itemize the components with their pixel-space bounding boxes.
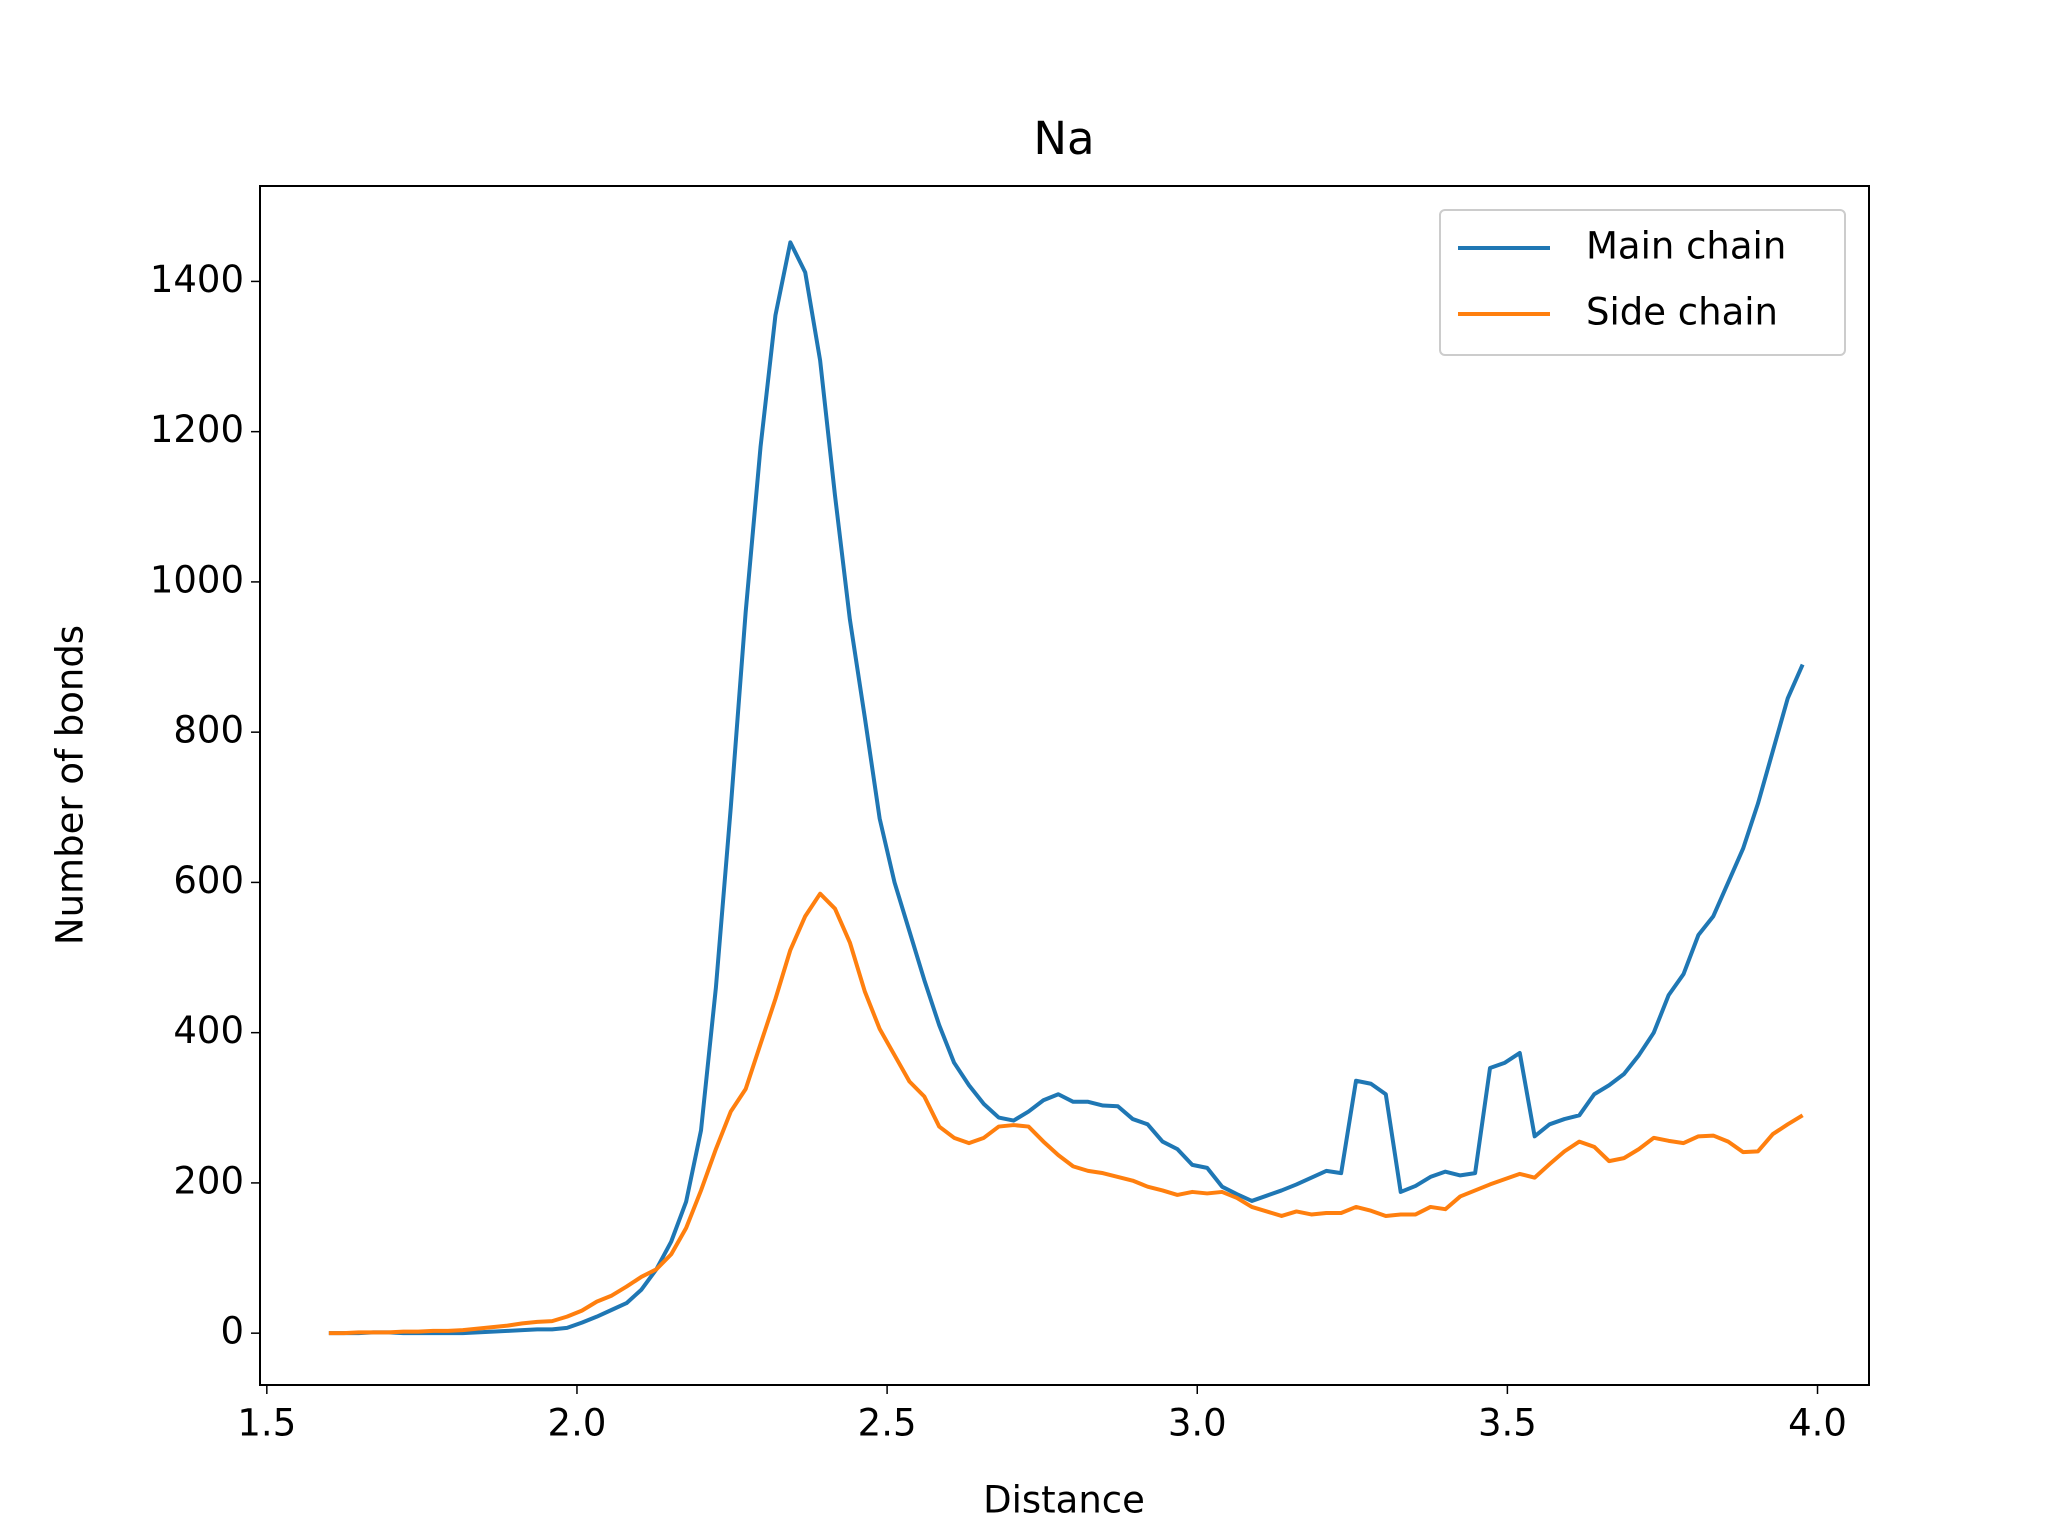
y-tick-label: 200 [173, 1159, 244, 1202]
y-axis-label: Number of bonds [49, 625, 92, 945]
x-axis-label: Distance [983, 1479, 1145, 1522]
legend-label: Side chain [1586, 291, 1778, 334]
y-tick-label: 800 [173, 709, 244, 752]
y-tick-label: 1200 [150, 408, 244, 451]
y-tick-label: 600 [173, 859, 244, 902]
chart-title: Na [1033, 112, 1094, 165]
x-tick-label: 2.0 [548, 1402, 607, 1445]
series-line [328, 891, 1804, 1336]
y-tick-label: 1000 [150, 558, 244, 601]
series-line [328, 240, 1805, 1336]
plot-frame [259, 185, 1870, 1386]
x-tick-label: 4.0 [1788, 1402, 1847, 1445]
x-tick-label: 2.5 [858, 1402, 917, 1445]
legend: Main chain Side chain [1439, 209, 1846, 356]
x-tick-label: 1.5 [237, 1402, 296, 1445]
y-tick-label: 400 [173, 1009, 244, 1052]
x-tick-label: 3.0 [1168, 1402, 1227, 1445]
legend-label: Main chain [1586, 225, 1786, 268]
x-tick-label: 3.5 [1478, 1402, 1537, 1445]
y-tick-label: 0 [220, 1310, 244, 1353]
y-tick-label: 1400 [150, 258, 244, 301]
